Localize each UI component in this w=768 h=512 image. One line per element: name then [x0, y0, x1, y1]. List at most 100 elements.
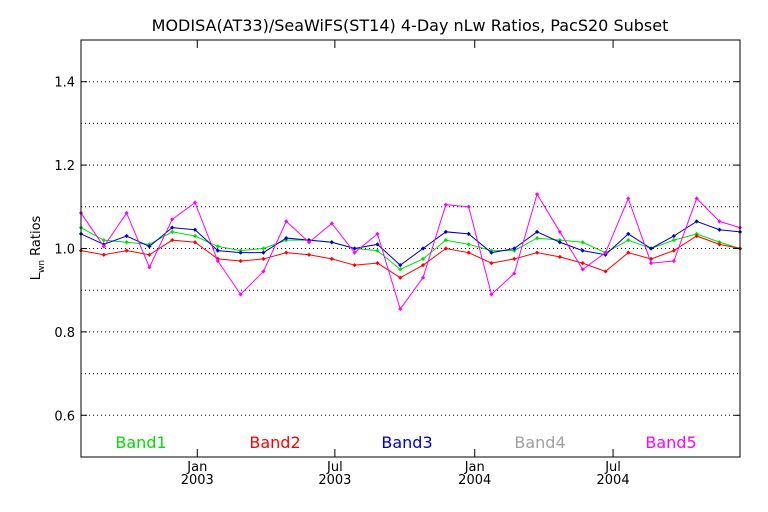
- data-point-band2: [580, 260, 585, 266]
- data-point-band2: [420, 263, 426, 268]
- data-point-band1: [580, 240, 585, 245]
- x-tick-label-month: Jan: [186, 460, 207, 475]
- x-tick-label-year: 2003: [318, 473, 351, 488]
- data-point-band1: [466, 242, 471, 247]
- series-line-band5: [80, 193, 741, 311]
- x-tick-label-year: 2003: [181, 473, 214, 488]
- data-point-band1: [420, 256, 426, 262]
- data-point-band5: [170, 217, 175, 222]
- data-point-band2: [443, 246, 448, 251]
- data-point-band5: [580, 267, 585, 272]
- data-point-band2: [626, 250, 631, 255]
- data-point-band2: [489, 260, 494, 266]
- data-point-band3: [626, 231, 631, 237]
- data-point-band1: [124, 240, 129, 245]
- data-point-band5: [306, 240, 312, 245]
- data-point-band2: [147, 252, 152, 257]
- data-point-band3: [420, 246, 426, 251]
- data-point-band3: [215, 248, 220, 253]
- data-point-band1: [101, 238, 106, 243]
- y-tick-label: 1.2: [54, 159, 75, 174]
- data-point-band5: [626, 196, 631, 201]
- y-axis-label-rest: Ratios: [29, 215, 44, 260]
- data-point-band3: [284, 235, 289, 241]
- data-point-band3: [147, 244, 152, 249]
- data-point-band5: [717, 219, 722, 224]
- data-point-band5: [192, 200, 198, 205]
- legend-entry-band3: Band3: [381, 433, 432, 452]
- chart-title: MODISA(AT33)/SeaWiFS(ST14) 4-Day nLw Rat…: [152, 16, 669, 35]
- x-tick-label-month: Jan: [464, 460, 485, 475]
- data-point-band2: [512, 256, 517, 262]
- x-tick-label-year: 2004: [458, 473, 491, 488]
- data-point-band3: [170, 225, 175, 230]
- data-point-band5: [375, 231, 380, 237]
- data-point-band5: [124, 210, 129, 216]
- data-point-band3: [261, 250, 266, 255]
- data-point-band3: [580, 248, 585, 253]
- y-tick-label: 0.8: [54, 326, 75, 341]
- legend: Band1 Band2 Band3 Band4 Band5: [115, 433, 696, 452]
- data-point-band2: [557, 254, 562, 259]
- data-point-band2: [238, 258, 243, 264]
- y-axis-label: Lwn Ratios: [29, 215, 47, 280]
- data-point-band5: [694, 196, 699, 201]
- x-tick-label-month: Jul: [326, 460, 343, 475]
- data-point-band2: [329, 256, 334, 262]
- data-point-band5: [238, 292, 243, 297]
- data-point-band2: [466, 250, 471, 255]
- data-point-band5: [398, 306, 403, 312]
- data-point-band2: [694, 233, 699, 239]
- data-point-band5: [215, 258, 220, 264]
- x-tick-label-month: Jul: [604, 460, 621, 475]
- data-point-band5: [284, 219, 289, 224]
- series-line-band2: [80, 235, 741, 279]
- data-point-band5: [101, 244, 106, 249]
- data-point-band3: [694, 219, 699, 224]
- data-point-band2: [124, 248, 129, 253]
- data-point-band3: [489, 250, 494, 255]
- data-point-band5: [443, 202, 448, 207]
- data-point-band3: [466, 231, 471, 237]
- x-tick-label-year: 2004: [597, 473, 630, 488]
- data-point-band3: [717, 227, 722, 232]
- data-point-band2: [192, 240, 198, 245]
- series-lines: [78, 192, 743, 312]
- data-point-band1: [398, 267, 403, 272]
- data-point-band3: [375, 242, 380, 247]
- data-point-band3: [557, 240, 562, 245]
- data-point-band1: [534, 235, 540, 241]
- data-point-band5: [557, 229, 562, 234]
- data-point-band5: [512, 271, 517, 276]
- data-point-band2: [170, 238, 175, 243]
- data-point-band2: [352, 263, 357, 268]
- data-point-band1: [375, 248, 380, 253]
- data-point-band3: [238, 250, 243, 255]
- data-point-band5: [261, 269, 266, 274]
- data-point-band1: [170, 229, 175, 234]
- y-axis-label-main: L: [29, 272, 44, 280]
- data-point-band5: [420, 275, 426, 280]
- legend-entry-band5: Band5: [645, 433, 696, 452]
- series-line-band3: [80, 220, 741, 266]
- data-point-band5: [671, 258, 676, 264]
- data-point-band5: [534, 192, 540, 197]
- data-point-band3: [648, 246, 654, 251]
- data-point-band3: [329, 240, 334, 245]
- data-point-band2: [261, 256, 266, 262]
- data-point-band3: [443, 229, 448, 234]
- data-point-band3: [512, 246, 517, 251]
- data-point-band2: [398, 275, 403, 280]
- data-point-band3: [671, 233, 676, 239]
- legend-entry-band1: Band1: [115, 433, 166, 452]
- data-point-band1: [215, 244, 220, 249]
- data-point-band3: [352, 246, 357, 251]
- y-axis: 0.6 0.8 1.0 1.2 1.4: [54, 76, 740, 424]
- legend-entry-band4: Band4: [514, 433, 565, 452]
- data-point-band3: [398, 263, 403, 268]
- data-point-band3: [534, 229, 540, 234]
- y-tick-label: 0.6: [54, 409, 75, 424]
- data-point-band5: [603, 250, 608, 255]
